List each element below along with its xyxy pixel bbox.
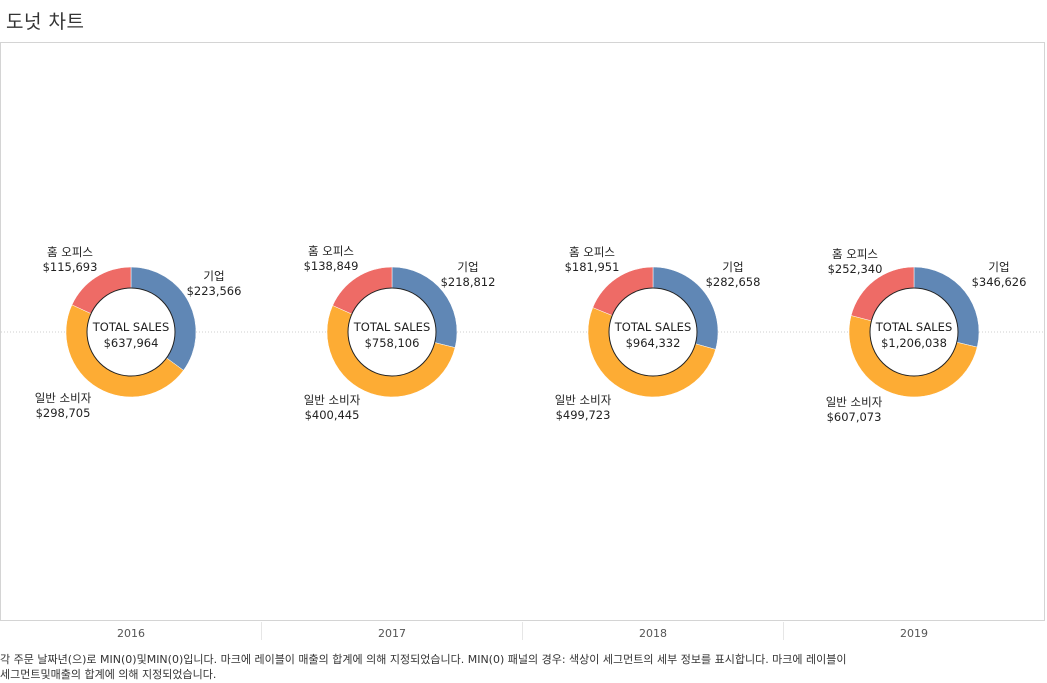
year-label-2017: 2017: [378, 627, 406, 640]
slice-label-name-corporate-2019: 기업: [988, 260, 1009, 274]
slice-label-value-corporate-2019: $346,626: [972, 275, 1027, 289]
column-divider: [783, 622, 784, 640]
center-label-2017: TOTAL SALES: [353, 320, 431, 334]
center-total-2018: $964,332: [626, 336, 681, 350]
center-label-2016: TOTAL SALES: [92, 320, 170, 334]
donut-2019: 기업$346,626 일반 소비자$607,073 홈 오피스$252,340 TOT…: [826, 247, 1027, 424]
center-label-2018: TOTAL SALES: [614, 320, 692, 334]
slice-label-value-home-office-2019: $252,340: [828, 262, 883, 276]
slice-label-value-corporate-2017: $218,812: [441, 275, 496, 289]
slice-label-name-consumer-2017: 일반 소비자: [304, 393, 361, 407]
slice-label-name-home-office-2018: 홈 오피스: [569, 245, 615, 259]
slice-label-name-corporate-2018: 기업: [722, 260, 743, 274]
slice-label-name-home-office-2016: 홈 오피스: [47, 245, 93, 259]
year-label-2018: 2018: [639, 627, 667, 640]
donut-2017: 기업$218,812 일반 소비자$400,445 홈 오피스$138,849 TOT…: [304, 244, 496, 422]
slice-label-value-home-office-2017: $138,849: [304, 259, 359, 273]
slice-label-value-consumer-2019: $607,073: [827, 410, 882, 424]
year-label-2019: 2019: [900, 627, 928, 640]
chart-frame: [0, 42, 1045, 621]
center-label-2019: TOTAL SALES: [875, 320, 953, 334]
caption-line-1: 각 주문 날짜년(으)로 MIN(0)및MIN(0)입니다. 마크에 레이블이 …: [0, 653, 847, 666]
donut-2016: 기업$223,566 일반 소비자$298,705 홈 오피스$115,693 TOT…: [35, 245, 242, 420]
center-total-2017: $758,106: [365, 336, 420, 350]
slice-label-value-corporate-2016: $223,566: [187, 284, 242, 298]
chart-title: 도넛 차트: [6, 11, 85, 33]
donut-hole-2018: [608, 287, 698, 377]
column-divider: [261, 622, 262, 640]
slice-label-value-home-office-2018: $181,951: [565, 260, 620, 274]
center-total-2019: $1,206,038: [881, 336, 947, 350]
center-total-2016: $637,964: [104, 336, 159, 350]
slice-label-value-consumer-2016: $298,705: [36, 406, 91, 420]
donut-hole-2017: [347, 287, 437, 377]
slice-label-name-consumer-2016: 일반 소비자: [35, 391, 92, 405]
caption-line-2: 세그먼트및매출의 합계에 의해 지정되었습니다.: [0, 668, 217, 681]
donut-hole-2019: [869, 287, 959, 377]
slice-label-name-corporate-2016: 기업: [203, 269, 224, 283]
slice-label-name-consumer-2019: 일반 소비자: [826, 395, 883, 409]
caption: 각 주문 날짜년(으)로 MIN(0)및MIN(0)입니다. 마크에 레이블이 …: [0, 652, 1040, 682]
slice-label-name-home-office-2017: 홈 오피스: [308, 244, 354, 258]
slice-label-name-consumer-2018: 일반 소비자: [555, 393, 612, 407]
donut-hole-2016: [86, 287, 176, 377]
year-label-2016: 2016: [117, 627, 145, 640]
slice-label-value-corporate-2018: $282,658: [706, 275, 761, 289]
donut-2018: 기업$282,658 일반 소비자$499,723 홈 오피스$181,951 TOT…: [555, 245, 761, 422]
slice-label-name-corporate-2017: 기업: [457, 260, 478, 274]
slice-label-value-consumer-2018: $499,723: [556, 408, 611, 422]
slice-label-value-home-office-2016: $115,693: [43, 260, 98, 274]
slice-label-name-home-office-2019: 홈 오피스: [832, 247, 878, 261]
slice-label-value-consumer-2017: $400,445: [305, 408, 360, 422]
column-divider: [522, 622, 523, 640]
